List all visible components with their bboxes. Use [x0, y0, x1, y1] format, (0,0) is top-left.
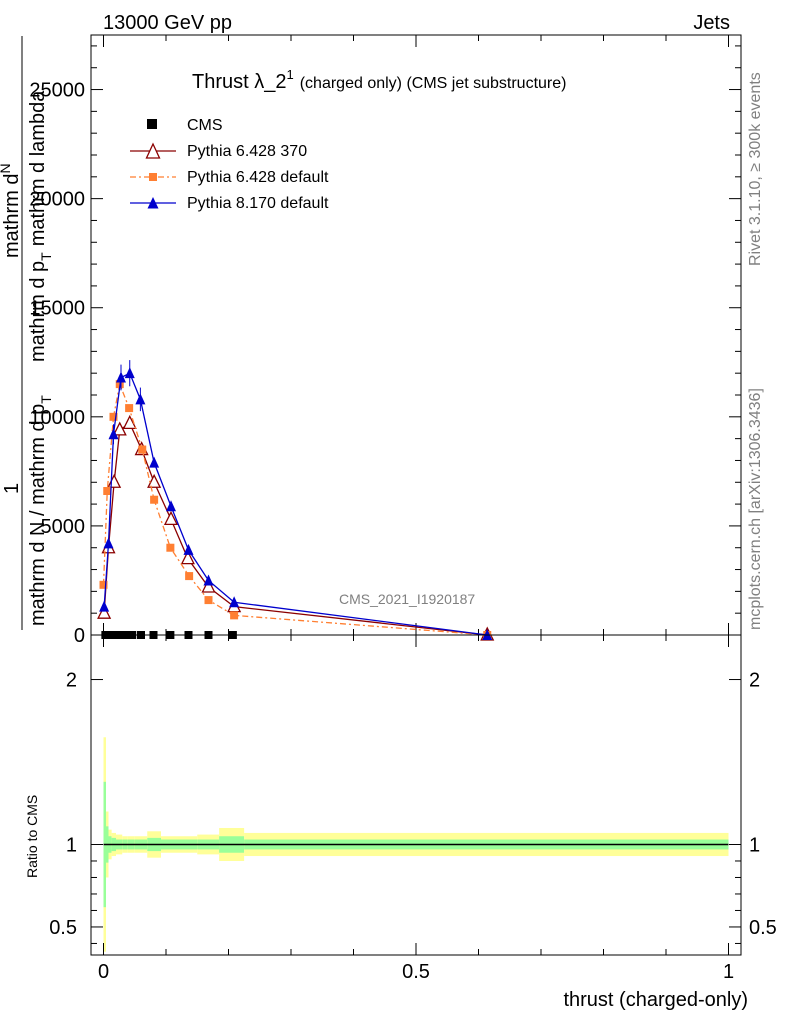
- data-point-py6_370: [147, 473, 162, 488]
- header-left: 13000 GeV pp: [103, 12, 232, 34]
- legend-label-cms: CMS: [187, 117, 223, 134]
- data-point-py8: [99, 600, 110, 612]
- data-point-py8: [149, 456, 160, 468]
- data-point-py6_default: [138, 445, 147, 454]
- main-ytick-label: 25000: [29, 80, 85, 102]
- data-point-py6_default: [150, 495, 159, 504]
- ratio-ytick-label: 2: [66, 670, 77, 692]
- rivet-label: Rivet 3.1.10, ≥ 300k events: [747, 72, 764, 266]
- ylabel-frac-t: T: [38, 252, 54, 261]
- legend-marker-py6-default: [149, 173, 157, 181]
- main-y-axis-label: mathrm dN mathrm d pTmathrm d lambda 1 m…: [0, 36, 54, 630]
- data-point-py6_default: [204, 596, 213, 605]
- data-point-py6_370: [163, 510, 179, 526]
- data-point-py8: [203, 574, 214, 586]
- data-point-py6_default: [125, 404, 134, 413]
- data-point-py6_default: [166, 543, 175, 552]
- legend-label-py6-370: Pythia 6.428 370: [187, 143, 307, 160]
- ylabel-num-n: N: [0, 163, 13, 173]
- legend: CMS Pythia 6.428 370 Pythia 6.428 defaul…: [130, 117, 329, 212]
- legend-item-py6-default: Pythia 6.428 default: [130, 169, 329, 186]
- title-sub: (charged only) (CMS jet substructure): [300, 75, 567, 92]
- ratio-y-axis-label: Ratio to CMS: [24, 795, 40, 878]
- ylabel-num-d: mathrm d: [1, 174, 23, 258]
- data-point-py6_370: [180, 550, 195, 565]
- x-tick-label: 1: [723, 961, 734, 983]
- main-y-tick-labels: 0 5000 10000 15000 20000 25000: [29, 80, 85, 647]
- ratio-panel-frame: [90, 634, 742, 956]
- ratio-ytick-label: 0.5: [49, 917, 77, 939]
- main-ytick-label: 20000: [29, 189, 85, 211]
- data-point-py8: [116, 371, 126, 383]
- ratio-ytick-label: 1: [66, 834, 77, 856]
- data-point-py8: [166, 500, 176, 512]
- ratio-y-tick-labels: 0.5 0.5 1 1 2 2: [49, 670, 777, 939]
- ylabel-numerator-top: mathrm dN: [0, 163, 23, 258]
- data-point-py8: [103, 537, 114, 549]
- plot-title: Thrust λ_21 (charged only) (CMS jet subst…: [192, 67, 566, 93]
- data-point-py8: [229, 596, 240, 608]
- data-point-py8: [135, 393, 146, 405]
- series-line-py6_default: [102, 381, 488, 636]
- header-right: Jets: [693, 12, 730, 34]
- data-point-py8: [124, 367, 135, 379]
- ylabel-den-text: mathrm d N / mathrm d p: [27, 404, 49, 626]
- ylabel-denominator: mathrm d N / mathrm d pT: [27, 395, 54, 626]
- ylabel-den-t: T: [38, 395, 54, 404]
- main-ytick-label: 5000: [41, 516, 86, 538]
- x-axis-label: thrust (charged-only): [563, 989, 748, 1011]
- data-point-py6_370: [112, 421, 127, 436]
- main-ytick-label: 15000: [29, 298, 85, 320]
- x-tick-label: 0.5: [402, 961, 430, 983]
- data-point-py8: [183, 543, 194, 555]
- analysis-watermark: CMS_2021_I1920187: [339, 591, 475, 607]
- legend-marker-py6-370: [145, 142, 161, 159]
- data-point-py8: [108, 428, 119, 440]
- x-tick-label: 0: [98, 961, 109, 983]
- legend-item-py6-370: Pythia 6.428 370: [130, 142, 307, 160]
- main-ytick-label: 10000: [29, 407, 85, 429]
- ylabel-one: 1: [1, 483, 23, 494]
- data-point-py6_default: [109, 412, 118, 421]
- mcplots-label: mcplots.cern.ch [arXiv:1306.3436]: [747, 388, 764, 630]
- legend-label-py8: Pythia 8.170 default: [187, 195, 329, 212]
- ratio-axis-ticks: [91, 635, 741, 955]
- data-point-py6_default: [230, 611, 239, 620]
- data-point-py6_370: [97, 604, 112, 619]
- ratio-ytick-label-right: 1: [749, 834, 760, 856]
- data-point-py6_default: [103, 487, 112, 495]
- legend-item-py8: Pythia 8.170 default: [130, 195, 329, 212]
- main-axis-ticks: [91, 35, 741, 636]
- ylabel-frac-dp: mathrm d p: [27, 261, 49, 362]
- ratio-ytick-label-right: 0.5: [749, 917, 777, 939]
- data-point-py6_370: [107, 473, 122, 488]
- ylabel-numerator-frac: mathrm d pTmathrm d lambda: [27, 90, 54, 362]
- data-point-py6_370: [201, 578, 216, 593]
- title-sup: 1: [286, 67, 293, 82]
- data-point-py6_default: [99, 580, 108, 589]
- legend-label-py6-default: Pythia 6.428 default: [187, 169, 329, 186]
- title-main: Thrust λ_2: [192, 71, 286, 93]
- x-tick-labels: 0 0.5 1: [98, 961, 734, 983]
- ylabel-frac-lambda: mathrm d lambda: [27, 90, 49, 246]
- legend-marker-cms: [147, 119, 157, 129]
- ratio-ytick-label-right: 2: [749, 670, 760, 692]
- legend-item-cms: CMS: [147, 117, 223, 134]
- legend-marker-py8: [147, 197, 159, 209]
- main-ytick-label: 0: [74, 625, 85, 647]
- data-point-py6_default: [185, 572, 194, 581]
- data-point-py6_370: [122, 414, 137, 430]
